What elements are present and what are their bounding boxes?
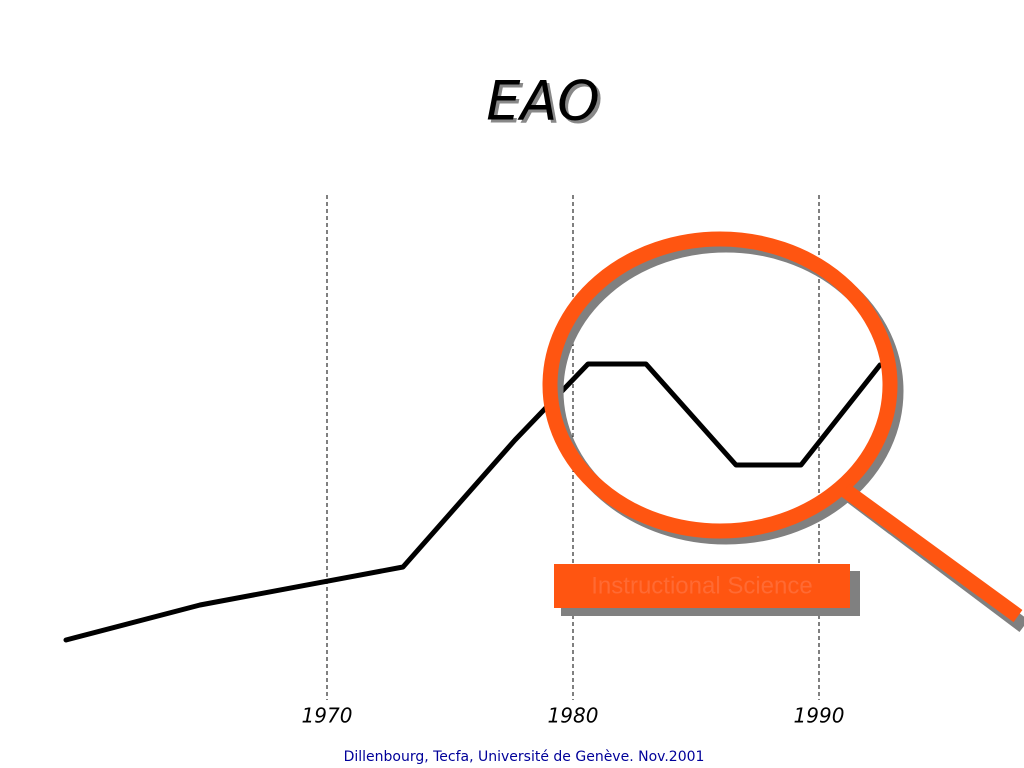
magnifier-handle	[840, 483, 1023, 623]
title: EAO	[486, 70, 600, 133]
year-label: 1970	[302, 704, 353, 728]
magnifier-lens	[542, 231, 898, 539]
callout-box	[554, 564, 850, 608]
title-shadow: EAO	[489, 73, 603, 136]
year-label: 1980	[548, 704, 599, 728]
trend-line	[63, 361, 883, 643]
callout-label: Instructional Science	[591, 572, 812, 599]
footer: Dillenbourg, Tecfa, Université de Genève…	[344, 749, 705, 765]
year-label: 1990	[794, 704, 845, 728]
